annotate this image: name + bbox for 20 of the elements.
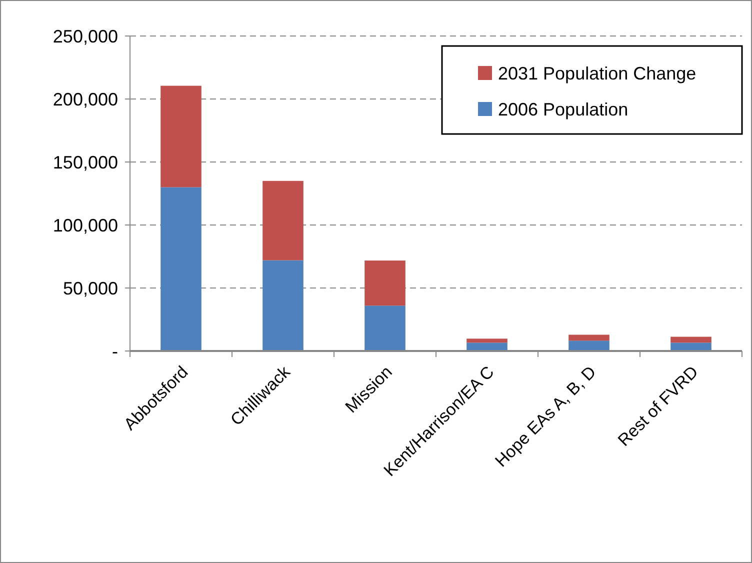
- bar: [466, 338, 508, 343]
- bar: [160, 86, 202, 188]
- bar: [262, 260, 304, 351]
- bar: [670, 342, 712, 351]
- y-tick-label: 100,000: [52, 215, 118, 236]
- bar: [364, 260, 406, 306]
- y-tick-label: 200,000: [52, 89, 118, 110]
- y-tick-label: 50,000: [62, 278, 118, 298]
- bar: [670, 336, 712, 343]
- bar: [364, 306, 406, 351]
- bar: [466, 342, 508, 351]
- bar: [568, 340, 610, 351]
- legend-label: 2031 Population Change: [498, 63, 696, 84]
- bar: [568, 334, 610, 341]
- y-tick-label: 250,000: [52, 26, 118, 46]
- y-tick-label: 150,000: [52, 152, 118, 172]
- legend-label: 2006 Population: [498, 99, 628, 120]
- bar: [262, 180, 304, 260]
- y-tick-label: -: [112, 341, 118, 362]
- bar: [160, 187, 202, 351]
